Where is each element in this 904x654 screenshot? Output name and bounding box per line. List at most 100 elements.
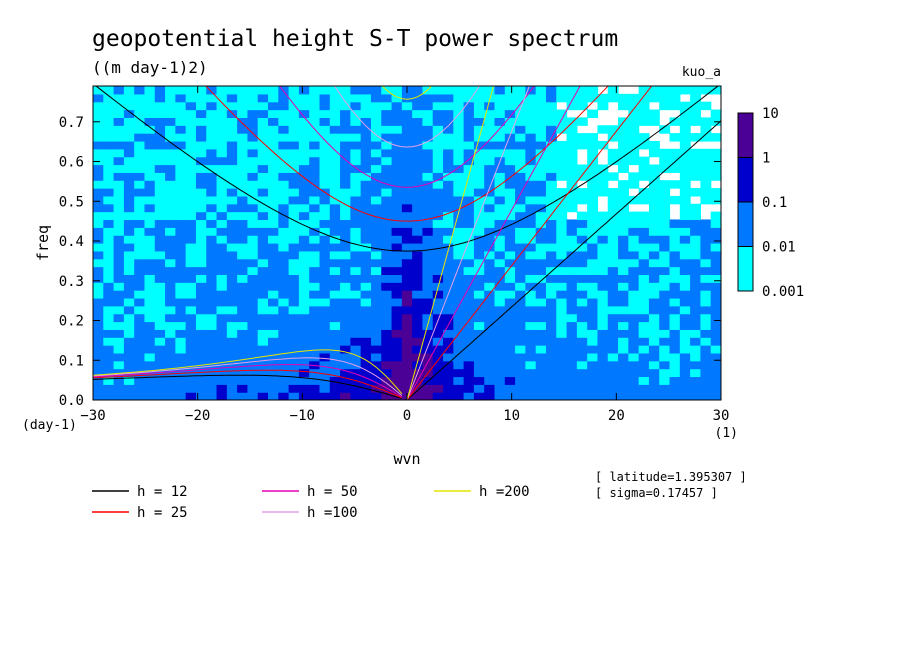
power-cell bbox=[566, 235, 578, 244]
power-cell bbox=[576, 133, 588, 142]
power-cell bbox=[381, 313, 393, 323]
power-cell bbox=[669, 243, 681, 252]
power-cell bbox=[381, 93, 393, 103]
power-cell bbox=[463, 384, 475, 393]
power-cell bbox=[638, 258, 650, 268]
x-tick-label: −10 bbox=[290, 408, 315, 424]
power-cell bbox=[134, 297, 146, 307]
power-cell bbox=[576, 243, 588, 252]
power-cell bbox=[360, 93, 372, 103]
power-cell bbox=[566, 376, 578, 385]
power-cell bbox=[690, 376, 702, 385]
dispersion-curve-100 bbox=[406, 86, 530, 400]
power-cell bbox=[134, 376, 146, 385]
power-cell bbox=[648, 392, 660, 400]
power-cell bbox=[340, 125, 351, 134]
power-cell bbox=[700, 101, 712, 111]
power-cell bbox=[494, 337, 506, 346]
power-cell bbox=[422, 164, 434, 173]
power-cell bbox=[504, 125, 516, 134]
power-cell bbox=[700, 345, 712, 354]
power-cell bbox=[185, 101, 197, 111]
power-cell bbox=[525, 258, 537, 268]
power-cell bbox=[484, 274, 496, 283]
power-cell bbox=[165, 180, 176, 189]
power-cell bbox=[679, 140, 691, 150]
power-cell bbox=[237, 243, 249, 252]
power-cell bbox=[319, 360, 331, 370]
power-cell bbox=[165, 125, 176, 134]
power-cell bbox=[463, 227, 475, 236]
power-cell bbox=[134, 384, 146, 393]
power-cell bbox=[443, 93, 454, 103]
power-cell bbox=[93, 329, 104, 338]
power-cell bbox=[576, 258, 588, 268]
power-cell bbox=[401, 156, 413, 166]
power-cell bbox=[690, 109, 702, 118]
power-cell bbox=[607, 368, 619, 378]
power-cell bbox=[329, 227, 341, 236]
power-cell bbox=[175, 164, 187, 173]
power-cell bbox=[556, 117, 568, 126]
power-cell bbox=[432, 219, 444, 228]
power-cell bbox=[401, 93, 413, 103]
power-cell bbox=[134, 282, 146, 291]
power-cell bbox=[123, 235, 135, 244]
power-cell bbox=[123, 148, 135, 158]
power-cell bbox=[309, 172, 321, 181]
power-cell bbox=[473, 140, 485, 150]
power-cell bbox=[597, 125, 609, 134]
power-cell bbox=[638, 321, 650, 330]
power-cell bbox=[134, 290, 146, 299]
power-cell bbox=[165, 250, 176, 260]
power-cell bbox=[216, 376, 228, 385]
power-cell bbox=[103, 172, 115, 181]
power-cell bbox=[329, 392, 341, 400]
power-cell bbox=[432, 297, 444, 307]
power-cell bbox=[597, 266, 609, 275]
power-cell bbox=[422, 180, 434, 189]
power-cell bbox=[329, 290, 341, 299]
power-cell bbox=[618, 188, 629, 197]
power-cell bbox=[659, 195, 671, 205]
y-tick-label: 0.6 bbox=[59, 155, 84, 171]
power-cell bbox=[309, 148, 321, 158]
power-cell bbox=[319, 195, 331, 205]
power-cell bbox=[412, 211, 424, 221]
power-cell bbox=[123, 360, 135, 370]
power-cell bbox=[154, 203, 166, 213]
power-cell bbox=[93, 172, 104, 181]
power-cell bbox=[206, 235, 218, 244]
power-cell bbox=[690, 392, 702, 400]
power-cell bbox=[144, 86, 156, 95]
power-cell bbox=[350, 219, 362, 228]
power-cell bbox=[185, 211, 197, 221]
power-cell bbox=[298, 352, 310, 362]
power-cell bbox=[576, 368, 588, 378]
power-cell bbox=[443, 243, 454, 252]
power-cell bbox=[700, 360, 712, 370]
power-cell bbox=[690, 360, 702, 370]
power-cell bbox=[659, 345, 671, 354]
power-cell bbox=[134, 188, 146, 197]
power-cell bbox=[288, 250, 300, 260]
power-cell bbox=[463, 101, 475, 111]
power-cell bbox=[494, 133, 506, 142]
power-cell bbox=[618, 282, 629, 291]
power-cell bbox=[638, 282, 650, 291]
power-cell bbox=[515, 282, 526, 291]
power-cell bbox=[103, 211, 115, 221]
power-cell bbox=[226, 297, 238, 307]
power-cell bbox=[432, 203, 444, 213]
power-cell bbox=[515, 109, 526, 118]
power-cell bbox=[710, 352, 721, 362]
power-cell bbox=[576, 345, 588, 354]
power-cell bbox=[690, 188, 702, 197]
power-cell bbox=[329, 86, 341, 95]
power-cell bbox=[401, 274, 413, 283]
power-cell bbox=[566, 329, 578, 338]
power-cell bbox=[340, 305, 351, 315]
colorbar-swatch bbox=[737, 246, 754, 292]
power-cell bbox=[268, 211, 279, 221]
